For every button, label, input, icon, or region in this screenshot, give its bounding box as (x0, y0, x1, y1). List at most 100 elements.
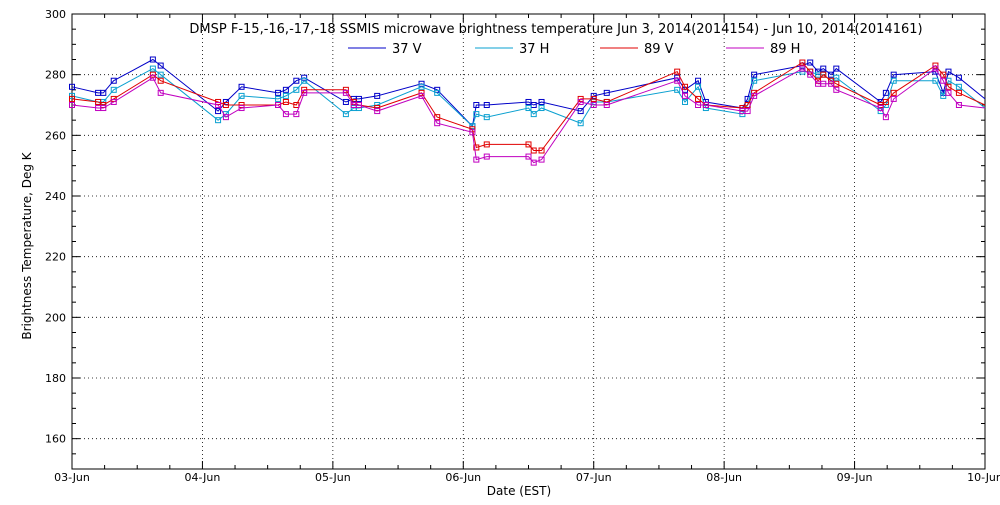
data-point-37-h (577, 120, 584, 127)
data-point-37-v (483, 102, 490, 108)
data-point-89-h (820, 80, 827, 87)
y-tick-label: 200 (45, 311, 66, 324)
plot-frame (71, 13, 986, 470)
data-point-89-h (833, 86, 840, 93)
x-tick-label: 07-Jun (576, 471, 612, 484)
data-point-37-v (828, 71, 835, 78)
series-line-37-h (71, 68, 986, 128)
data-point-89-v (374, 105, 381, 112)
data-point-89-v (469, 126, 476, 133)
data-point-89-h (525, 153, 532, 160)
data-point-37-h (702, 105, 709, 112)
data-point-37-v (100, 89, 107, 96)
y-axis-title: Brightness Temperature, Deg K (20, 151, 34, 339)
data-point-37-v (603, 89, 610, 96)
data-point-37-v (374, 92, 381, 99)
data-point-37-v (418, 80, 425, 87)
data-point-89-h (682, 92, 689, 99)
y-tick-label: 280 (45, 69, 66, 82)
data-point-89-h (945, 89, 952, 96)
data-point-89-h (215, 102, 222, 108)
data-point-37-h (110, 86, 117, 93)
data-point-89-v (293, 102, 300, 108)
data-point-89-h (828, 80, 835, 87)
data-point-37-h (751, 77, 758, 84)
y-tick-label: 220 (45, 251, 66, 264)
data-point-37-h (695, 83, 702, 90)
data-point-37-v (744, 95, 751, 102)
x-axis-title: Date (EST) (487, 484, 551, 498)
data-point-89-h (222, 114, 229, 121)
x-tick-label: 06-Jun (445, 471, 481, 484)
data-point-37-h (590, 98, 597, 105)
data-point-37-v (355, 95, 362, 102)
data-point-89-v (882, 98, 889, 105)
data-point-89-h (807, 71, 814, 78)
data-point-37-h (483, 114, 490, 121)
grid-lines (72, 14, 985, 469)
data-point-89-v (940, 71, 947, 78)
data-point-37-h (418, 83, 425, 90)
data-point-37-v (890, 71, 897, 78)
data-point-89-v (739, 105, 746, 112)
data-point-37-v (473, 102, 480, 108)
data-point-89-h (744, 108, 751, 115)
data-point-37-v (525, 98, 532, 105)
data-point-37-v (282, 86, 289, 93)
data-point-89-h (238, 105, 245, 112)
data-point-89-v (828, 77, 835, 84)
data-point-37-v (807, 59, 814, 66)
data-point-89-h (157, 89, 164, 96)
data-point-89-v (820, 71, 827, 78)
data-point-37-h (238, 92, 245, 99)
data-point-89-v (473, 144, 480, 151)
data-point-37-v (538, 98, 545, 105)
data-point-37-h (890, 77, 897, 84)
data-point-37-v (815, 68, 822, 75)
data-point-37-h (275, 95, 282, 102)
legend: 37 V 37 H 89 V 89 H (348, 42, 800, 57)
data-point-37-v (955, 74, 962, 81)
data-point-37-h (530, 111, 537, 118)
data-point-89-h (374, 108, 381, 115)
data-point-89-h (674, 77, 681, 84)
series-lines (69, 56, 986, 166)
x-axis-ticks: 03-Jun 04-Jun 05-Jun 06-Jun 07-Jun 08-Jun 09-J… (54, 14, 1000, 484)
data-point-89-h (110, 98, 117, 105)
series-line-89-h (71, 67, 986, 164)
data-point-89-h (603, 102, 610, 108)
data-point-89-h (538, 156, 545, 163)
data-point-37-h (833, 74, 840, 81)
x-tick-label: 08-Jun (706, 471, 742, 484)
data-point-37-v (530, 102, 537, 108)
y-tick-label: 180 (45, 372, 66, 385)
data-point-37-h (301, 77, 308, 84)
data-point-89-v (538, 147, 545, 154)
data-point-89-h (434, 120, 441, 127)
data-point-37-h (682, 98, 689, 105)
legend-label-89-h: 89 H (770, 42, 800, 57)
data-point-37-h (69, 92, 75, 99)
data-point-37-h (940, 92, 947, 99)
data-point-89-h (282, 111, 289, 118)
data-point-37-h (157, 71, 164, 78)
data-point-37-h (149, 65, 156, 72)
data-point-89-v (577, 95, 584, 102)
legend-label-89-v: 89 V (644, 42, 674, 57)
data-point-89-h (940, 77, 947, 84)
data-point-89-v (530, 147, 537, 154)
data-point-37-h (538, 105, 545, 112)
data-point-89-v (955, 89, 962, 96)
data-point-89-h (473, 156, 480, 163)
data-point-89-h (799, 65, 806, 72)
data-point-89-h (577, 98, 584, 105)
data-point-37-h (469, 123, 476, 130)
data-point-89-h (483, 153, 490, 160)
data-point-37-v (69, 83, 75, 90)
data-point-89-h (418, 92, 425, 99)
data-point-37-v (833, 65, 840, 72)
data-point-89-v (674, 68, 681, 75)
data-point-37-h (215, 117, 222, 124)
